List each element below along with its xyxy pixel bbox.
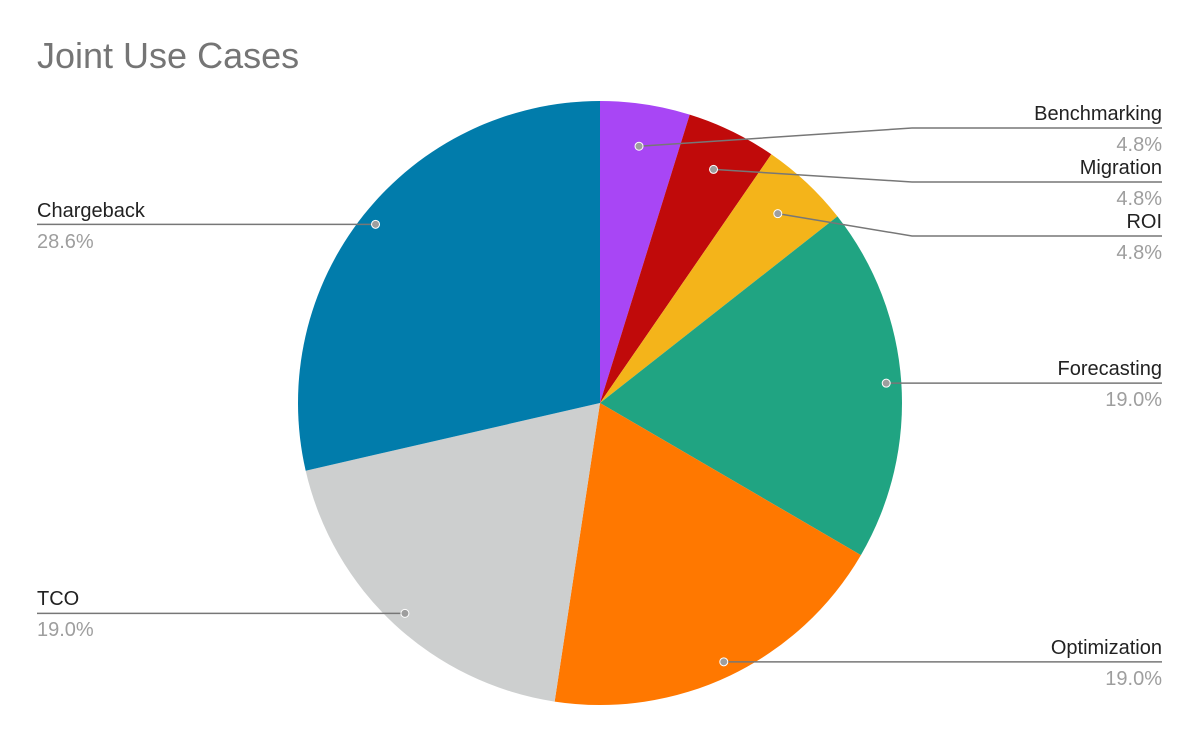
- leader-dot: [634, 141, 644, 151]
- pie-slice-migration: [600, 114, 772, 403]
- chart-title: Joint Use Cases: [37, 35, 299, 76]
- slice-label-migration: Migration 4.8%: [709, 157, 1162, 210]
- slice-percent-label: 4.8%: [1116, 242, 1162, 264]
- slice-label-roi: ROI 4.8%: [773, 209, 1162, 264]
- pie-slice-forecasting: [600, 216, 903, 556]
- leader-dot: [371, 219, 381, 229]
- leader-dot: [773, 209, 783, 219]
- slice-percent-label: 19.0%: [1105, 668, 1162, 690]
- slice-percent-label: 28.6%: [37, 231, 94, 253]
- leader-line: [638, 127, 1162, 147]
- leader-line: [713, 168, 1162, 183]
- slice-name-label: Optimization: [1051, 637, 1162, 659]
- slice-name-label: ROI: [1126, 211, 1162, 233]
- pie-slice-tco: [305, 403, 600, 702]
- slice-name-label: Forecasting: [1058, 358, 1163, 380]
- slice-name-label: Chargeback: [37, 200, 146, 222]
- slice-name-label: TCO: [37, 588, 79, 610]
- pie-slice-chargeback: [297, 101, 600, 471]
- slice-percent-label: 19.0%: [37, 619, 94, 641]
- slice-percent-label: 4.8%: [1116, 188, 1162, 210]
- slice-name-label: Migration: [1080, 157, 1162, 179]
- leader-dot: [400, 608, 410, 618]
- slice-name-label: Benchmarking: [1034, 103, 1162, 125]
- slice-label-forecasting: Forecasting 19.0%: [881, 358, 1163, 411]
- slice-percent-label: 4.8%: [1116, 134, 1162, 156]
- pie-slice-benchmarking: [600, 101, 690, 403]
- pie-slice-optimization: [554, 403, 861, 705]
- leader-dot: [719, 657, 729, 667]
- slice-percent-label: 19.0%: [1105, 389, 1162, 411]
- leader-dot: [881, 378, 891, 388]
- slice-label-chargeback: Chargeback 28.6%: [37, 200, 381, 253]
- slice-label-benchmarking: Benchmarking 4.8%: [634, 103, 1162, 156]
- leader-line: [777, 212, 1162, 237]
- pie-slices: [297, 101, 903, 705]
- leader-dot: [709, 164, 719, 174]
- slice-label-tco: TCO 19.0%: [37, 588, 410, 641]
- slice-label-optimization: Optimization 19.0%: [719, 637, 1162, 690]
- pie-labels: Benchmarking4.8%Migration4.8%ROI4.8%Fore…: [37, 103, 1162, 690]
